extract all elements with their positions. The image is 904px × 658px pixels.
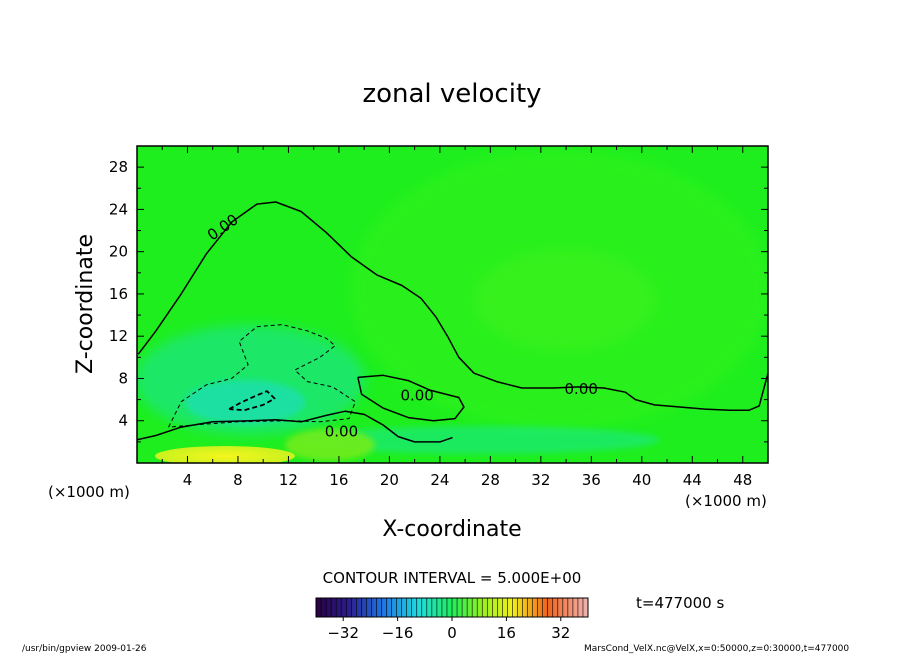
colorbar-tick-label: 0 (447, 624, 457, 642)
x-unit-left: (×1000 m) (48, 483, 130, 501)
x-unit-right: (×1000 m) (685, 492, 767, 510)
plot-frame (136, 145, 769, 464)
y-tick-label: 4 (118, 412, 128, 430)
x-tick-label: 4 (183, 471, 193, 489)
x-tick-label: 40 (632, 471, 651, 489)
x-tick-label: 48 (733, 471, 752, 489)
colorbar: −32 −16 0 16 32 (315, 597, 589, 642)
contour-zero-lower-line (137, 410, 453, 443)
x-tick-label: 20 (380, 471, 399, 489)
x-tick-label: 36 (582, 471, 601, 489)
contour-negative-line (168, 324, 356, 428)
contour-negative-inner-line (228, 390, 276, 412)
y-tick-label: 8 (118, 369, 128, 387)
y-tick-label: 24 (109, 200, 128, 218)
colorbar-tick-label: 16 (497, 624, 516, 642)
x-axis-label: X-coordinate (382, 517, 521, 542)
y-tick-label: 20 (109, 243, 128, 261)
contour-label: 0.00 (565, 380, 598, 398)
colorbar-tick-label: −32 (327, 624, 359, 642)
x-tick-label: 12 (279, 471, 298, 489)
footer-right: MarsCond_VelX.nc@VelX,x=0:50000,z=0:3000… (584, 644, 849, 654)
contour-zero-inner-line (357, 374, 465, 422)
x-tick-label: 32 (531, 471, 550, 489)
y-axis: 4 8 12 16 20 24 28 (109, 145, 768, 443)
time-label: t=477000 s (636, 594, 724, 612)
field-cyan-lower (300, 426, 660, 454)
colorbar-tick-label: −16 (382, 624, 414, 642)
x-tick-label: 16 (329, 471, 348, 489)
x-tick-label: 28 (481, 471, 500, 489)
contour-zero-line (137, 201, 768, 411)
x-tick-label: 24 (430, 471, 449, 489)
y-axis-label: Z-coordinate (73, 234, 98, 374)
contour-label: 0.00 (400, 386, 433, 404)
field-hot-spot (155, 446, 295, 463)
field-cyan-core (185, 380, 305, 424)
x-axis: 4 8 12 16 20 24 28 32 36 40 44 48 (161, 146, 769, 489)
y-tick-label: 16 (109, 285, 128, 303)
y-tick-label: 28 (109, 158, 128, 176)
colorbar-tick-label: 32 (551, 624, 570, 642)
field-bright-core (475, 250, 655, 350)
contour-interval-text: CONTOUR INTERVAL = 5.000E+00 (323, 569, 582, 587)
field-green-patch (285, 429, 375, 461)
contour-label: 0.00 (325, 422, 358, 440)
chart-title: zonal velocity (362, 79, 541, 109)
plot-area: 0.000.00 0.000.00 (137, 146, 768, 463)
x-tick-label: 44 (683, 471, 702, 489)
x-tick-label: 8 (233, 471, 243, 489)
footer-left: /usr/bin/gpview 2009-01-26 (22, 644, 147, 654)
y-tick-label: 12 (109, 327, 128, 345)
